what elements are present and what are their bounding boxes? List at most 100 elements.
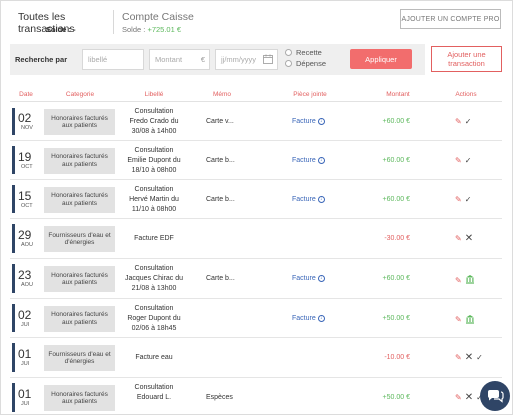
- attachment-link[interactable]: Facture ↓: [292, 275, 325, 282]
- col-libelle[interactable]: Libellé: [144, 91, 164, 98]
- close-icon[interactable]: ✕: [464, 352, 474, 363]
- pencil-icon[interactable]: ✎: [455, 155, 462, 165]
- row-actions: ✎✕✓: [455, 392, 486, 403]
- check-icon[interactable]: ✓: [464, 155, 472, 165]
- radio-depense[interactable]: Dépense: [285, 59, 326, 68]
- col-piece-jointe[interactable]: Pièce jointe: [293, 91, 327, 98]
- date-day: 01: [18, 387, 32, 401]
- date-marker: [12, 343, 15, 372]
- category-badge: Honoraires facturés aux patients: [44, 385, 115, 411]
- table-row[interactable]: 02 JUI Honoraires facturés aux patients Con…: [10, 299, 502, 338]
- col-categorie[interactable]: Categorie: [65, 91, 95, 98]
- radio-recette[interactable]: Recette: [285, 48, 322, 57]
- tab-all-balance: Solde : -: [46, 25, 76, 34]
- attachment-link[interactable]: Facture ↓: [292, 118, 325, 125]
- libelle-text: Consultation Edouard L.: [134, 384, 174, 401]
- col-montant[interactable]: Montant: [386, 91, 410, 98]
- date-marker: [12, 224, 15, 253]
- radio-recette-circle[interactable]: [285, 49, 292, 56]
- date-month: NOV: [21, 125, 33, 131]
- date-day: 23: [18, 268, 32, 282]
- chat-button[interactable]: [480, 381, 510, 411]
- apply-button[interactable]: Appliquer: [350, 49, 412, 69]
- date-day: 29: [18, 228, 32, 242]
- memo-text: Carte v...: [206, 118, 234, 125]
- table-row[interactable]: 23 AOU Honoraires facturés aux patients Con…: [10, 259, 502, 299]
- tab-cash-title: Compte Caisse: [122, 11, 194, 23]
- category-badge: Honoraires facturés aux patients: [44, 109, 115, 135]
- pencil-icon[interactable]: ✎: [455, 117, 462, 126]
- category-badge: Honoraires facturés aux patients: [44, 305, 115, 332]
- table-row[interactable]: 01 JUI Honoraires facturés aux patients Con…: [10, 378, 502, 415]
- date-marker: [12, 146, 15, 174]
- col-date[interactable]: Date: [19, 91, 33, 98]
- add-account-button[interactable]: AJOUTER UN COMPTE PRO: [400, 9, 501, 29]
- table-row[interactable]: 29 AOU Fournisseurs d'eau et d'énergies Fac…: [10, 219, 502, 259]
- amount-text: +60.00 €: [382, 275, 410, 282]
- libelle-placeholder: libellé: [88, 55, 108, 64]
- table-row[interactable]: 02 NOV Honoraires facturés aux patients Con…: [10, 103, 502, 141]
- category-badge: Honoraires facturés aux patients: [44, 147, 115, 174]
- libelle-input[interactable]: libellé: [82, 49, 144, 70]
- col-memo[interactable]: Mémo: [212, 91, 232, 98]
- col-actions: Actions: [455, 91, 477, 98]
- date-input[interactable]: jj/mm/yyyy: [215, 49, 278, 70]
- tab-all-transactions[interactable]: Toutes les transactions Solde : -: [8, 8, 112, 38]
- close-icon[interactable]: ✕: [464, 233, 474, 244]
- download-icon: ↓: [317, 118, 325, 125]
- table-row[interactable]: 01 JUI Fournisseurs d'eau et d'énergies Fac…: [10, 338, 502, 378]
- radio-depense-circle[interactable]: [285, 60, 292, 67]
- amount-text: -10.00 €: [384, 354, 410, 361]
- download-icon: ↓: [317, 275, 325, 282]
- montant-input[interactable]: Montant €: [149, 49, 210, 70]
- radio-recette-label: Recette: [296, 48, 322, 57]
- date-day: 02: [18, 111, 32, 125]
- table-row[interactable]: 19 OCT Honoraires facturés aux patients Con…: [10, 141, 502, 180]
- table-header: Date Categorie Libellé Mémo Pièce jointe…: [10, 88, 502, 102]
- date-day: 15: [18, 188, 32, 203]
- tab-cash-account[interactable]: Compte Caisse Solde : +725.01 €: [122, 8, 242, 38]
- check-icon[interactable]: ✓: [476, 393, 483, 402]
- date-month: OCT: [21, 163, 33, 170]
- amount-text: +50.00 €: [382, 314, 410, 322]
- pencil-icon[interactable]: ✎: [455, 234, 462, 243]
- row-actions: ✎ ✓: [455, 117, 474, 126]
- attachment-link[interactable]: Facture ↓: [292, 195, 325, 203]
- check-icon[interactable]: ✓: [464, 194, 472, 204]
- date-month: JUI: [21, 401, 30, 407]
- pencil-icon[interactable]: ✎: [455, 315, 462, 324]
- libelle-text: Consultation Roger Dupont du 02/06 à 18h…: [127, 304, 181, 332]
- row-actions: ✎ ✓: [455, 195, 474, 204]
- row-actions: ✎ ✕: [455, 233, 476, 244]
- close-icon[interactable]: ✕: [464, 392, 474, 403]
- category-badge: Fournisseurs d'eau et d'énergies: [44, 345, 115, 371]
- pencil-icon[interactable]: ✎: [455, 194, 462, 204]
- date-day: 19: [18, 149, 32, 164]
- filter-label: Recherche par: [15, 55, 68, 64]
- attachment-link[interactable]: Facture ↓: [292, 156, 325, 164]
- libelle-text: Consultation Hervé Martin du 11/10 à 08h…: [129, 185, 179, 213]
- date-marker: [12, 185, 15, 213]
- table-row[interactable]: 15 OCT Honoraires facturés aux patients Con…: [10, 180, 502, 219]
- pencil-icon[interactable]: ✎: [455, 393, 462, 402]
- date-month: JUI: [21, 321, 30, 328]
- check-icon[interactable]: ✓: [476, 353, 483, 362]
- check-icon[interactable]: ✓: [464, 117, 472, 126]
- date-marker: [12, 304, 15, 332]
- bank-icon[interactable]: [465, 274, 475, 286]
- date-day: 02: [18, 307, 32, 322]
- montant-placeholder: Montant: [155, 55, 183, 64]
- pencil-icon[interactable]: ✎: [455, 275, 462, 285]
- libelle-text: Facture EDF: [134, 235, 174, 242]
- bank-icon[interactable]: [465, 314, 475, 326]
- amount-text: +50.00 €: [382, 394, 410, 401]
- attachment-label: Facture: [292, 156, 316, 164]
- attachment-link[interactable]: Facture ↓: [292, 314, 325, 322]
- date-marker: [12, 383, 15, 412]
- calendar-icon[interactable]: [263, 54, 273, 66]
- memo-text: Espèces: [206, 394, 233, 401]
- libelle-text: Consultation Fredo Crado du 30/08 à 14h0…: [129, 108, 179, 135]
- pencil-icon[interactable]: ✎: [455, 353, 462, 362]
- add-transaction-button[interactable]: Ajouter une transaction: [431, 46, 502, 72]
- date-month: AOU: [21, 282, 33, 288]
